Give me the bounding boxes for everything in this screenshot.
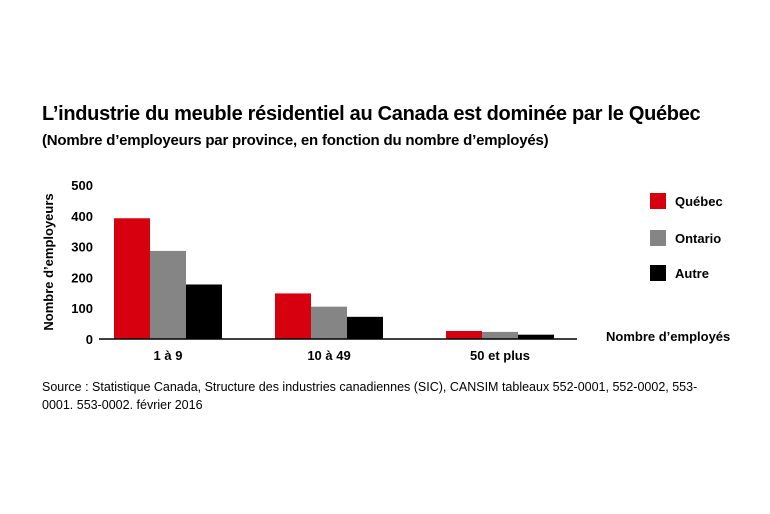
x-category-label: 1 à 9 bbox=[154, 348, 183, 363]
bar-ontario-2 bbox=[311, 306, 347, 339]
bar-ontario-3 bbox=[482, 331, 518, 339]
bar-québec-2 bbox=[275, 293, 311, 339]
legend: Québec Ontario Autre bbox=[650, 193, 723, 281]
chart-title: L’industrie du meuble résidentiel au Can… bbox=[42, 103, 701, 125]
chart-subtitle: (Nombre d’employeurs par province, en fo… bbox=[42, 132, 549, 149]
bar-québec-3 bbox=[446, 330, 482, 339]
bar-ontario-1 bbox=[150, 250, 186, 339]
x-axis-label: Nombre d’employés bbox=[606, 329, 730, 344]
bar-autre-3 bbox=[518, 334, 554, 339]
bar-autre-1 bbox=[186, 284, 222, 339]
bar-autre-2 bbox=[347, 316, 383, 339]
bar-québec-1 bbox=[114, 218, 150, 339]
y-axis-label: Nombre d’employeurs bbox=[41, 193, 56, 330]
source-note: Source : Statistique Canada, Structure d… bbox=[42, 380, 698, 412]
legend-label: Québec bbox=[675, 194, 723, 209]
x-category-label: 50 et plus bbox=[470, 348, 530, 363]
legend-swatch-autre bbox=[650, 265, 666, 281]
y-tick-label: 100 bbox=[71, 301, 93, 316]
y-tick-label: 0 bbox=[86, 332, 93, 347]
bars bbox=[114, 218, 554, 339]
legend-swatch-ontario bbox=[650, 230, 666, 246]
y-axis-ticks: 0 100 200 300 400 500 bbox=[71, 178, 93, 347]
y-tick-label: 300 bbox=[71, 240, 93, 255]
legend-swatch-québec bbox=[650, 193, 666, 209]
y-tick-label: 500 bbox=[71, 178, 93, 193]
legend-label: Autre bbox=[675, 266, 709, 281]
y-tick-label: 400 bbox=[71, 209, 93, 224]
y-tick-label: 200 bbox=[71, 270, 93, 285]
x-category-label: 10 à 49 bbox=[307, 348, 350, 363]
legend-label: Ontario bbox=[675, 231, 721, 246]
x-axis-categories: 1 à 9 10 à 49 50 et plus bbox=[154, 348, 530, 363]
